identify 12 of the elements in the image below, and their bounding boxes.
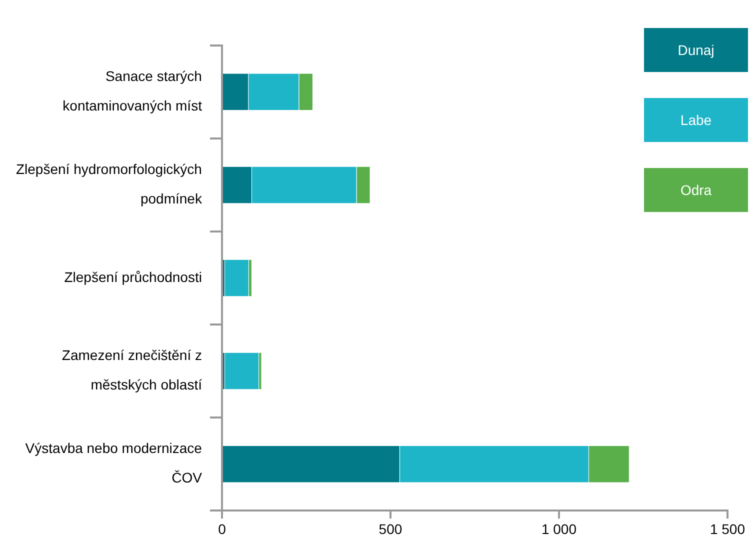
x-tick-label: 1 500 [710, 520, 746, 537]
y-tick-label: Výstavba nebo modernizace ČOV [25, 440, 203, 486]
y-tick-label: Zamezení znečištění z městských oblastí [62, 347, 202, 393]
legend-swatch: Odra [644, 168, 748, 212]
x-tick-label: 1 000 [541, 520, 577, 537]
y-tick-label: Sanace starých kontaminovaných míst [62, 68, 202, 114]
legend-swatch: Labe [644, 98, 748, 142]
x-tick-label: 0 [218, 520, 226, 537]
y-tick-label: Zlepšení hydromorfologických podmínek [16, 161, 203, 207]
x-tick-label: 500 [378, 520, 402, 537]
legend-swatch: Dunaj [644, 28, 748, 72]
y-tick-label: Zlepšení průchodnosti [64, 268, 202, 285]
